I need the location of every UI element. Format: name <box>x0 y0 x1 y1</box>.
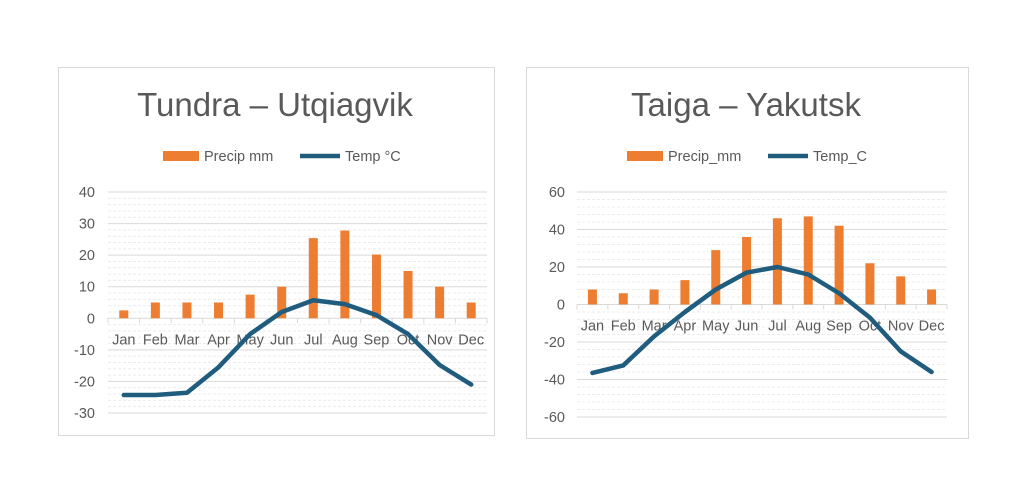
legend-swatch-precip <box>627 151 663 161</box>
y-tick-label: 20 <box>79 248 95 264</box>
temp-line <box>121 298 474 398</box>
x-tick-label: Feb <box>143 332 168 348</box>
x-tick-label: Oct <box>397 332 420 348</box>
x-tick-label: Nov <box>427 332 454 348</box>
legend-label-temp: Temp °C <box>345 149 401 165</box>
x-tick-label: Nov <box>888 319 915 335</box>
precip-bar <box>214 302 224 319</box>
y-tick-label: -60 <box>544 410 565 426</box>
chart-card-tundra <box>58 67 495 436</box>
precip-bar <box>711 250 721 305</box>
legend-label-precip: Precip_mm <box>668 149 741 165</box>
precip-bar <box>680 280 690 305</box>
precip-bar <box>803 216 813 305</box>
x-tick-label: Jan <box>112 332 135 348</box>
y-tick-label: -20 <box>74 374 95 390</box>
precip-bar <box>466 302 476 319</box>
x-tick-label: Jul <box>304 332 323 348</box>
x-tick-label: Dec <box>919 319 945 335</box>
precip-bar <box>772 218 782 305</box>
x-tick-label: Sep <box>364 332 390 348</box>
x-tick-label: Feb <box>611 319 636 335</box>
chart-title: Tundra – Utqiagvik <box>137 86 413 123</box>
y-tick-label: 40 <box>549 223 565 239</box>
legend-label-precip: Precip mm <box>204 149 273 165</box>
precip-bar <box>927 289 937 305</box>
precip-bar <box>119 310 129 319</box>
legend-swatch-precip <box>163 151 199 161</box>
x-tick-label: Aug <box>332 332 358 348</box>
precip-bar <box>649 289 659 305</box>
y-tick-label: 20 <box>549 260 565 276</box>
x-tick-label: Apr <box>674 319 697 335</box>
y-tick-label: -30 <box>74 406 95 422</box>
y-tick-label: -20 <box>544 335 565 351</box>
precip-bar <box>403 270 413 319</box>
x-tick-label: May <box>702 319 730 335</box>
precip-bar <box>150 302 160 319</box>
precip-bar <box>896 276 906 305</box>
x-tick-label: Jun <box>270 332 293 348</box>
precip-bar <box>371 254 381 319</box>
precip-bar <box>277 286 287 319</box>
precip-bar <box>834 225 844 305</box>
precip-bar <box>435 286 445 319</box>
precip-bar <box>245 294 255 319</box>
y-tick-label: 0 <box>557 298 565 314</box>
y-tick-label: 40 <box>79 185 95 201</box>
y-tick-label: 0 <box>87 311 95 327</box>
x-tick-label: Jul <box>768 319 787 335</box>
legend-label-temp: Temp_C <box>813 149 867 165</box>
x-tick-label: Jan <box>581 319 604 335</box>
y-tick-label: 10 <box>79 280 95 296</box>
chart-title: Taiga – Yakutsk <box>631 86 861 123</box>
precip-bar <box>340 230 350 319</box>
temp-line <box>590 264 934 376</box>
y-tick-label: -40 <box>544 373 565 389</box>
y-tick-label: 60 <box>549 185 565 201</box>
x-tick-label: Sep <box>826 319 852 335</box>
x-tick-label: Apr <box>207 332 230 348</box>
precip-bar <box>308 238 318 319</box>
precip-bar <box>865 263 875 305</box>
precip-bar <box>587 289 597 305</box>
x-tick-label: Aug <box>795 319 821 335</box>
precip-bar <box>182 302 192 319</box>
precip-bar <box>618 293 628 305</box>
x-tick-label: Jun <box>735 319 758 335</box>
x-tick-label: Dec <box>458 332 484 348</box>
y-tick-label: -10 <box>74 343 95 359</box>
x-tick-label: Mar <box>174 332 199 348</box>
y-tick-label: 30 <box>79 217 95 233</box>
